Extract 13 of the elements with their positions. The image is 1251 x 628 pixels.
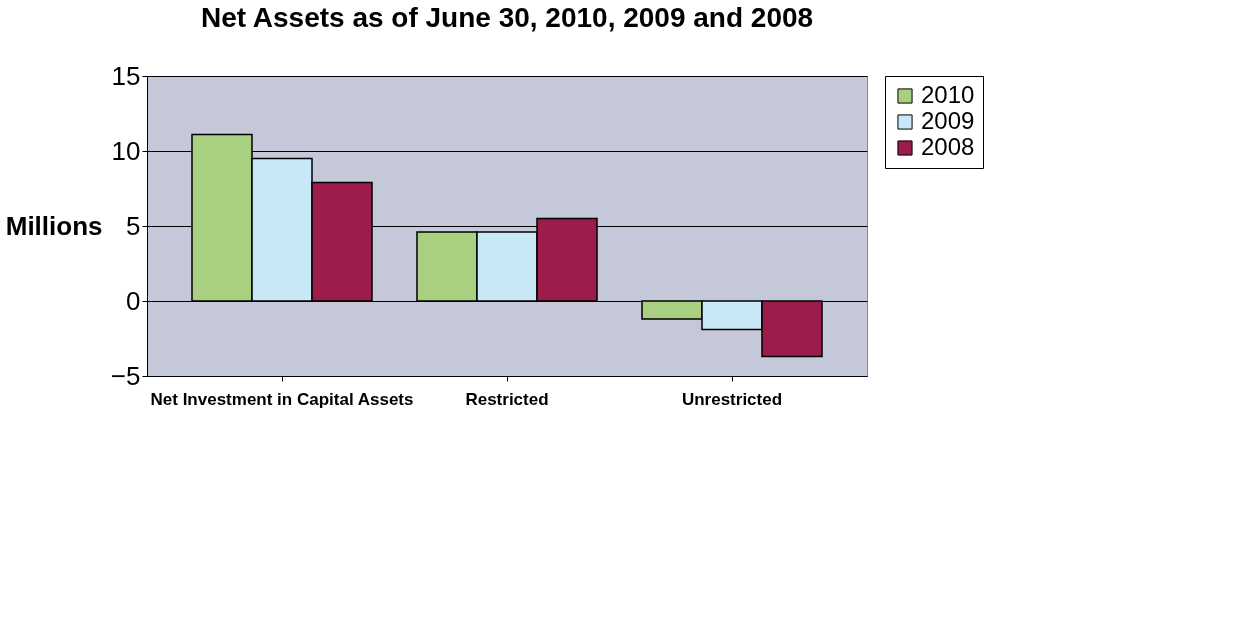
y-axis-title: Millions xyxy=(5,210,103,241)
x-tick-label: Restricted xyxy=(465,389,549,409)
legend-label: 2008 xyxy=(921,133,975,160)
legend-label: 2009 xyxy=(921,107,975,134)
y-tick-label: 10 xyxy=(111,135,141,166)
y-tick-label: 0 xyxy=(126,285,141,316)
y-tick-label: 15 xyxy=(111,60,141,91)
x-tick-label: Unrestricted xyxy=(681,389,783,409)
y-tick-label: −5 xyxy=(110,360,141,391)
chart-title: Net Assets as of June 30, 2010, 2009 and 2008 xyxy=(200,2,814,33)
x-tick-label: Net Investment in Capital Assets xyxy=(150,389,414,409)
legend-label: 2010 xyxy=(921,81,975,108)
y-tick-label: 5 xyxy=(126,210,141,241)
